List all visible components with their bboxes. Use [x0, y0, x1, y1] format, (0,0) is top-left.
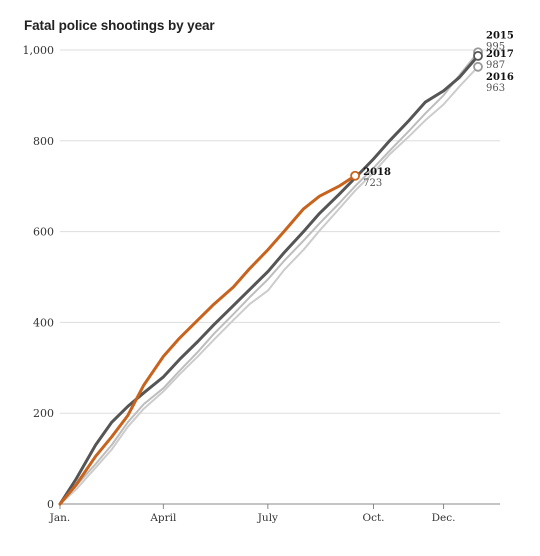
series-end-value: 995 — [486, 41, 505, 52]
series-lines — [58, 51, 480, 506]
x-tick-label: Dec. — [432, 512, 456, 524]
series-name-label: 2017 — [486, 49, 514, 60]
series-end-value: 963 — [486, 83, 505, 94]
series-line-2018 — [58, 174, 357, 506]
y-tick-label: 800 — [33, 135, 54, 148]
series-line-2015 — [59, 51, 479, 505]
end-marker-2016 — [473, 61, 483, 72]
series-name-label: 2015 — [486, 30, 514, 41]
series-end-value: 987 — [486, 60, 505, 71]
y-tick-label: 400 — [33, 316, 54, 329]
end-marker-2018 — [350, 170, 361, 181]
chart-title: Fatal police shootings by year — [24, 18, 215, 33]
x-tick-label: Oct. — [362, 512, 384, 524]
end-marker-2017 — [473, 51, 483, 61]
grid-lines: 0 200 400 600 800 1,000 — [23, 44, 500, 511]
series-name-label: 2016 — [486, 72, 514, 83]
series-line-2017 — [58, 54, 480, 506]
x-tick-label: April — [149, 512, 177, 524]
y-tick-label: 0 — [47, 498, 54, 511]
series-end-value: 723 — [363, 178, 382, 189]
series-name-label: 2018 — [363, 167, 391, 178]
y-tick-label: 200 — [33, 407, 54, 420]
x-axis: Jan. April July Oct. Dec. — [49, 504, 456, 524]
y-tick-label: 600 — [33, 226, 54, 239]
x-tick-label: Jan. — [49, 512, 71, 524]
y-tick-label: 1,000 — [23, 44, 55, 57]
x-tick-label: July — [257, 512, 278, 524]
series-line-2016 — [59, 65, 479, 505]
